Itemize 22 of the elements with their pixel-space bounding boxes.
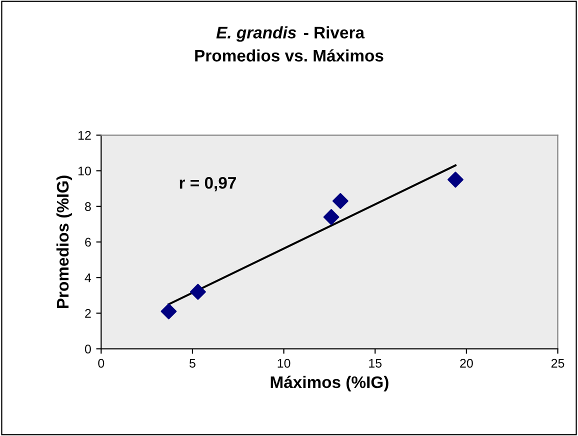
point: [323, 209, 340, 226]
annotation: r = 0,97: [180, 176, 236, 192]
y-tick-label: 8: [85, 202, 91, 212]
y-tick-label: 0: [84, 344, 91, 354]
x-tick-label: 20: [460, 358, 473, 368]
x-tick-label: 5: [190, 358, 196, 368]
y-tick-label: 12: [78, 130, 91, 140]
chart-title: E. grandis - Rivera Promedios vs. Máximos: [195, 26, 384, 62]
point: [160, 303, 177, 320]
x-tick-label: 0: [98, 358, 104, 368]
x-tick-label: 25: [551, 358, 564, 368]
y-tick-label: 6: [85, 238, 91, 247]
x-tick-label: 10: [278, 358, 290, 368]
point: [190, 284, 206, 300]
point: [332, 193, 348, 210]
y-axis-title: Promedios (%IG): [56, 176, 72, 308]
point: [448, 172, 464, 188]
y-tick-label: 2: [85, 308, 91, 318]
y-tick-label: 10: [78, 166, 91, 176]
x-axis-title: Máximos (%IG): [270, 376, 388, 392]
y-tick-label: 4: [84, 274, 92, 282]
x-tick-label: 15: [369, 358, 382, 368]
